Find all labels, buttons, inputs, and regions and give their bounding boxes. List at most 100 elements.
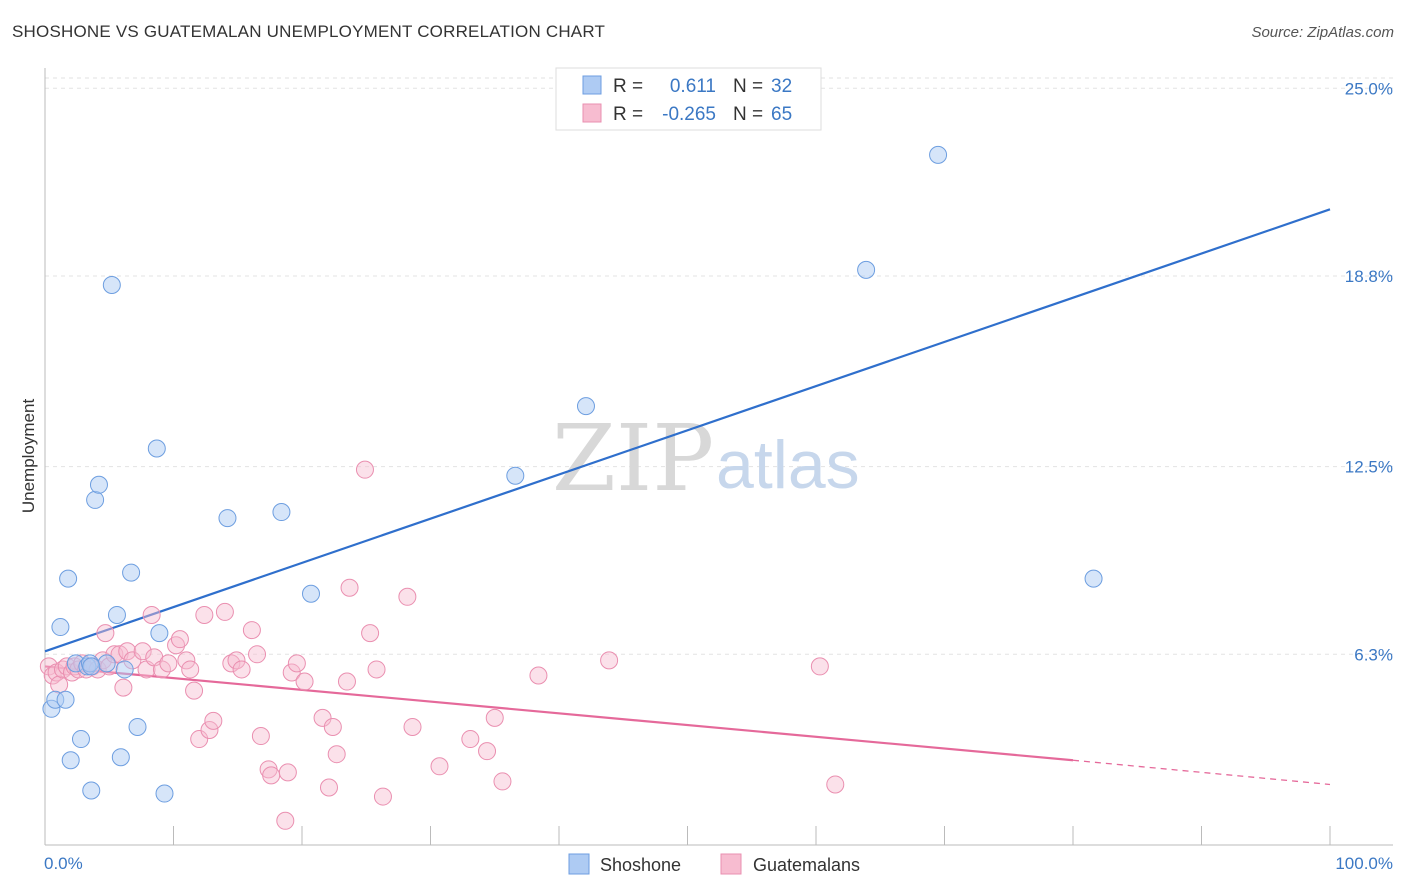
point-shoshone <box>506 466 525 485</box>
point-guatemalans <box>398 587 417 606</box>
legend-n-label-0: N = <box>733 76 763 97</box>
point-guatemalans <box>262 766 281 785</box>
point-guatemalans <box>177 651 196 670</box>
axes <box>44 68 1393 846</box>
legend-r-label-0: R = <box>613 76 643 97</box>
point-guatemalans <box>478 742 497 761</box>
legend-swatch-shoshone <box>582 75 602 95</box>
point-guatemalans <box>185 681 204 700</box>
legend-r-value-0: 0.611 <box>670 76 716 97</box>
point-shoshone <box>86 490 105 509</box>
point-guatemalans <box>600 651 619 670</box>
bottom-legend-label-shoshone: Shoshone <box>600 855 681 875</box>
point-guatemalans <box>327 745 346 764</box>
point-guatemalans <box>319 778 338 797</box>
point-shoshone <box>102 276 121 295</box>
point-shoshone <box>115 660 134 679</box>
watermark: ZIP atlas <box>552 405 860 512</box>
trend-line-shoshone <box>44 208 1331 653</box>
point-shoshone <box>107 605 126 624</box>
point-guatemalans <box>323 717 342 736</box>
point-guatemalans <box>96 624 115 643</box>
y-tick-label: 18.8% <box>1345 267 1393 286</box>
point-guatemalans <box>118 642 137 661</box>
source-credit: Source: ZipAtlas.com <box>1251 24 1394 41</box>
point-shoshone <box>301 584 320 603</box>
point-guatemalans <box>826 775 845 794</box>
legend-r-value-1: -0.265 <box>662 104 716 125</box>
point-guatemalans <box>278 763 297 782</box>
point-guatemalans <box>810 657 829 676</box>
bottom-legend: Shoshone Guatemalans <box>568 853 860 875</box>
point-guatemalans <box>204 711 223 730</box>
point-guatemalans <box>373 787 392 806</box>
point-guatemalans <box>313 708 332 727</box>
point-guatemalans <box>227 651 246 670</box>
point-guatemalans <box>248 645 267 664</box>
point-guatemalans <box>340 578 359 597</box>
point-guatemalans <box>114 678 133 697</box>
point-shoshone <box>218 509 237 528</box>
point-shoshone <box>82 657 101 676</box>
legend-n-label-1: N = <box>733 104 763 125</box>
point-guatemalans <box>529 666 548 685</box>
legend-n-value-1: 65 <box>771 104 792 125</box>
legend-n-value-0: 32 <box>771 76 792 97</box>
y-tick-label: 6.3% <box>1354 645 1393 664</box>
y-tick-label: 25.0% <box>1345 79 1393 98</box>
point-shoshone <box>576 397 595 416</box>
point-guatemalans <box>195 605 214 624</box>
point-shoshone <box>1084 569 1103 588</box>
point-guatemalans <box>170 630 189 649</box>
point-shoshone <box>89 475 108 494</box>
point-shoshone <box>272 503 291 522</box>
x-tick-label-min: 0.0% <box>44 854 83 873</box>
grid-lines <box>45 77 1393 655</box>
point-shoshone <box>59 569 78 588</box>
point-shoshone <box>122 563 141 582</box>
bottom-legend-swatch-guatemalans <box>720 853 742 875</box>
point-shoshone <box>82 781 101 800</box>
point-guatemalans <box>403 717 422 736</box>
chart-title: SHOSHONE VS GUATEMALAN UNEMPLOYMENT CORR… <box>12 22 606 41</box>
point-shoshone <box>929 145 948 164</box>
point-guatemalans <box>295 672 314 691</box>
point-guatemalans <box>485 708 504 727</box>
bottom-legend-swatch-shoshone <box>568 853 590 875</box>
point-guatemalans <box>461 730 480 749</box>
bottom-legend-label-guatemalans: Guatemalans <box>753 855 860 875</box>
point-shoshone <box>61 751 80 770</box>
legend-swatch-guatemalans <box>582 103 602 123</box>
y-tick-labels: 6.3% 12.5% 18.8% 25.0% <box>1345 79 1393 664</box>
point-shoshone <box>51 618 70 637</box>
point-shoshone <box>111 748 130 767</box>
point-guatemalans <box>142 605 161 624</box>
trend-line-guatemalans <box>44 665 1074 762</box>
point-shoshone <box>71 730 90 749</box>
legend-box: R = 0.611 N = 32 R = -0.265 N = 65 <box>555 67 822 131</box>
trend-lines <box>44 208 1331 786</box>
watermark-atlas: atlas <box>716 427 860 503</box>
point-shoshone <box>97 654 116 673</box>
watermark-zip: ZIP <box>552 405 714 512</box>
point-guatemalans <box>50 675 69 694</box>
point-shoshone <box>155 784 174 803</box>
x-tick-label-max: 100.0% <box>1335 854 1393 873</box>
data-points <box>39 145 1103 830</box>
point-guatemalans <box>190 730 209 749</box>
point-guatemalans <box>367 660 386 679</box>
point-guatemalans <box>276 811 295 830</box>
point-guatemalans <box>242 621 261 640</box>
point-guatemalans <box>361 624 380 643</box>
point-guatemalans <box>337 672 356 691</box>
point-guatemalans <box>430 757 449 776</box>
point-guatemalans <box>215 602 234 621</box>
point-guatemalans <box>200 720 219 739</box>
point-shoshone <box>150 624 169 643</box>
y-tick-label: 12.5% <box>1345 458 1393 477</box>
point-shoshone <box>147 439 166 458</box>
point-guatemalans <box>232 660 251 679</box>
point-guatemalans <box>159 654 178 673</box>
point-guatemalans <box>222 654 241 673</box>
